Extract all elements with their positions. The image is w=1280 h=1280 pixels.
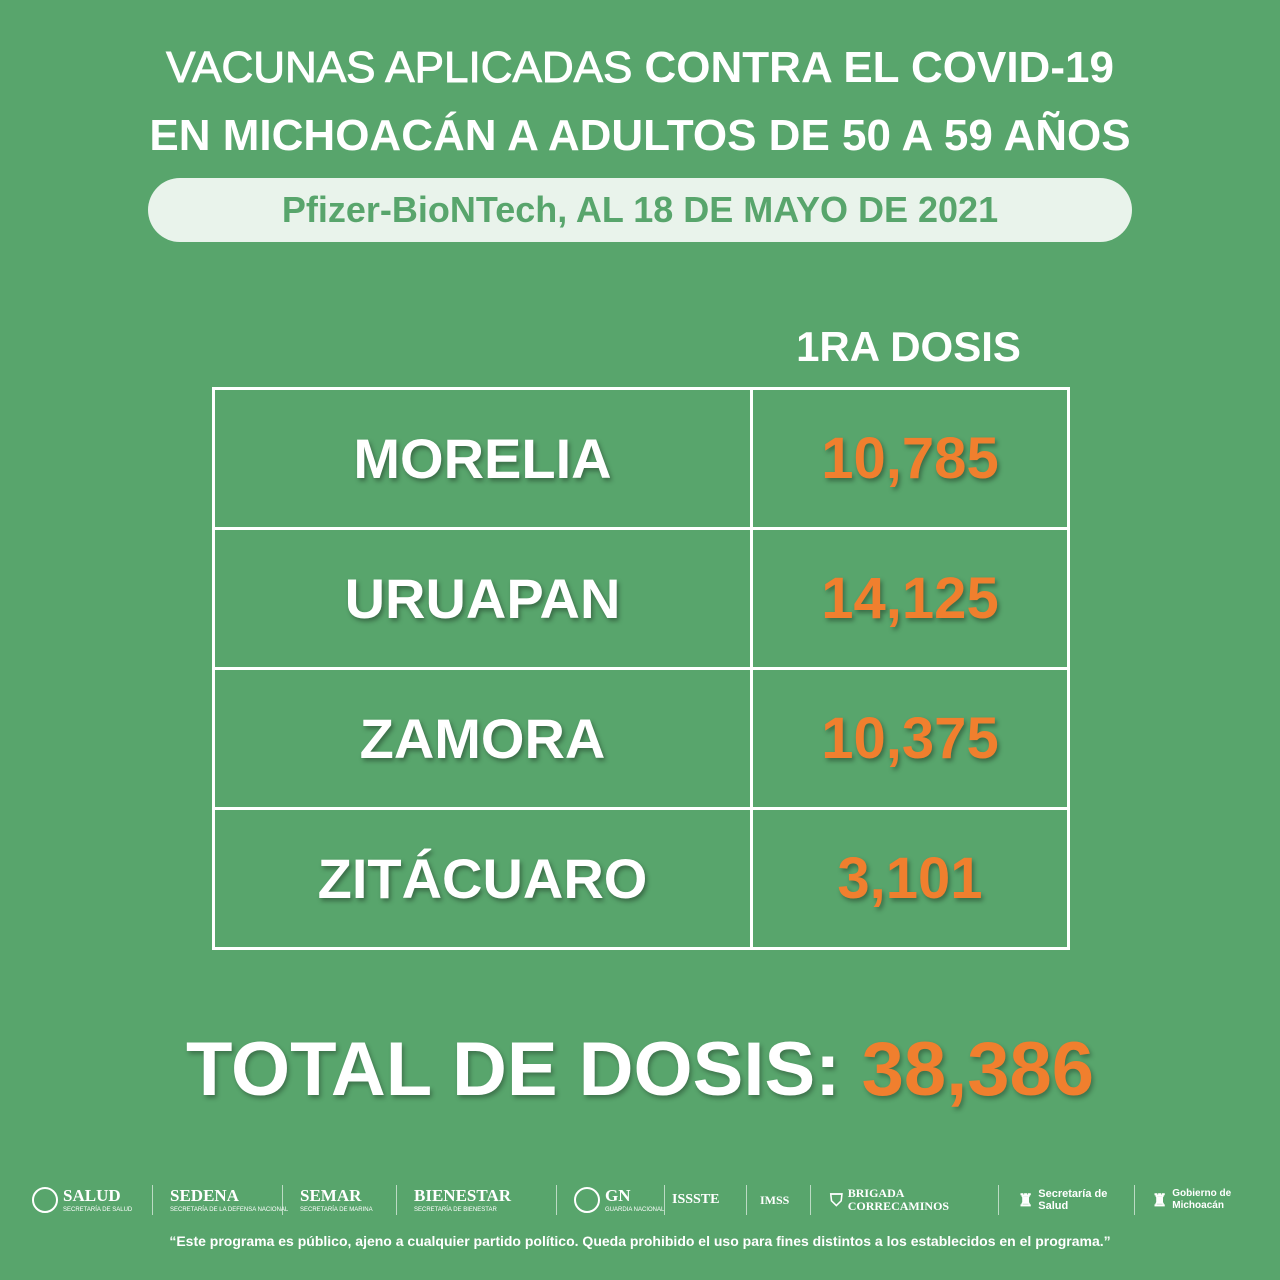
total-doses: TOTAL DE DOSIS: 38,386 xyxy=(0,1022,1280,1118)
logo-name: BRIGADA CORRECAMINOS xyxy=(847,1186,950,1213)
divider xyxy=(1134,1185,1135,1215)
logo-name: Secretaría de Salud xyxy=(1038,1188,1108,1212)
michoacan-crest-icon: ♜ xyxy=(1152,1190,1168,1210)
total-value: 38,386 xyxy=(861,1027,1095,1112)
table-row: ZAMORA 10,375 xyxy=(212,667,1070,810)
logo-gn: GN GUARDIA NACIONAL xyxy=(574,1178,664,1222)
mexico-seal-icon xyxy=(32,1187,58,1213)
doses-cell: 3,101 xyxy=(750,807,1070,950)
total-label: TOTAL DE DOSIS: xyxy=(185,1027,841,1112)
divider xyxy=(998,1185,999,1215)
subtitle-pill: Pfizer-BioNTech, AL 18 DE MAYO DE 2021 xyxy=(148,178,1132,242)
logo-sub: GUARDIA NACIONAL xyxy=(605,1206,665,1213)
table-row: URUAPAN 14,125 xyxy=(212,527,1070,670)
logo-sub: SECRETARÍA DE BIENESTAR xyxy=(414,1206,497,1213)
logo-semar: SEMAR SECRETARÍA DE MARINA xyxy=(300,1178,373,1222)
logo-gobierno-michoacan: ♜ Gobierno de Michoacán xyxy=(1152,1178,1248,1222)
title-light: VACUNAS APLICADAS xyxy=(166,43,633,93)
city-cell: ZITÁCUARO xyxy=(212,807,753,950)
logo-name: SALUD xyxy=(63,1185,121,1205)
divider xyxy=(664,1185,665,1215)
logo-sub: SECRETARÍA DE SALUD xyxy=(63,1206,133,1213)
shield-icon: ⛉ xyxy=(830,1190,843,1210)
logo-sedena: SEDENA SECRETARÍA DE LA DEFENSA NACIONAL xyxy=(170,1178,288,1222)
logo-imss: IMSS xyxy=(760,1178,789,1222)
logo-salud: SALUD SECRETARÍA DE SALUD xyxy=(32,1178,132,1222)
logo-correcaminos: ⛉ BRIGADA CORRECAMINOS xyxy=(830,1178,953,1222)
divider xyxy=(746,1185,747,1215)
logo-issste: ISSSTE xyxy=(672,1178,719,1222)
guardia-seal-icon xyxy=(574,1187,600,1213)
doses-table: MORELIA 10,785 URUAPAN 14,125 ZAMORA 10,375… xyxy=(212,387,1070,950)
logo-sub: SECRETARÍA DE LA DEFENSA NACIONAL xyxy=(170,1206,289,1213)
doses-cell: 10,785 xyxy=(750,387,1070,530)
logo-name: ISSSTE xyxy=(672,1192,720,1207)
title-bold: CONTRA EL COVID-19 xyxy=(644,43,1114,92)
disclaimer: “Este programa es público, ajeno a cualq… xyxy=(169,1233,1111,1249)
doses-cell: 10,375 xyxy=(750,667,1070,810)
city-cell: URUAPAN xyxy=(212,527,753,670)
divider xyxy=(810,1185,811,1215)
logo-bienestar: BIENESTAR SECRETARÍA DE BIENESTAR xyxy=(414,1178,511,1222)
city-cell: MORELIA xyxy=(212,387,753,530)
table-row: MORELIA 10,785 xyxy=(212,387,1070,530)
logo-name: IMSS xyxy=(760,1193,790,1207)
table-row: ZITÁCUARO 3,101 xyxy=(212,807,1070,950)
column-header: 1RA DOSIS xyxy=(796,323,1021,370)
michoacan-crest-icon: ♜ xyxy=(1018,1190,1034,1210)
logo-name: BIENESTAR xyxy=(414,1185,511,1205)
doses-cell: 14,125 xyxy=(750,527,1070,670)
logo-sub: SECRETARÍA DE MARINA xyxy=(300,1206,373,1213)
divider xyxy=(556,1185,557,1215)
logo-secretaria-salud: ♜ Secretaría de Salud xyxy=(1018,1178,1110,1222)
divider xyxy=(396,1185,397,1215)
title-line-2: EN MICHOACÁN A ADULTOS DE 50 A 59 AÑOS xyxy=(149,111,1131,160)
title-line-1: VACUNAS APLICADAS CONTRA EL COVID-19 xyxy=(0,42,1280,94)
logo-name: Gobierno de Michoacán xyxy=(1172,1188,1232,1211)
logo-name: SEMAR xyxy=(300,1185,362,1205)
city-cell: ZAMORA xyxy=(212,667,753,810)
logo-bar: SALUD SECRETARÍA DE SALUD SEDENA SECRETARÍ… xyxy=(30,1178,1260,1222)
logo-name: GN xyxy=(605,1185,631,1205)
divider xyxy=(282,1185,283,1215)
divider xyxy=(152,1185,153,1215)
logo-name: SEDENA xyxy=(170,1185,239,1205)
